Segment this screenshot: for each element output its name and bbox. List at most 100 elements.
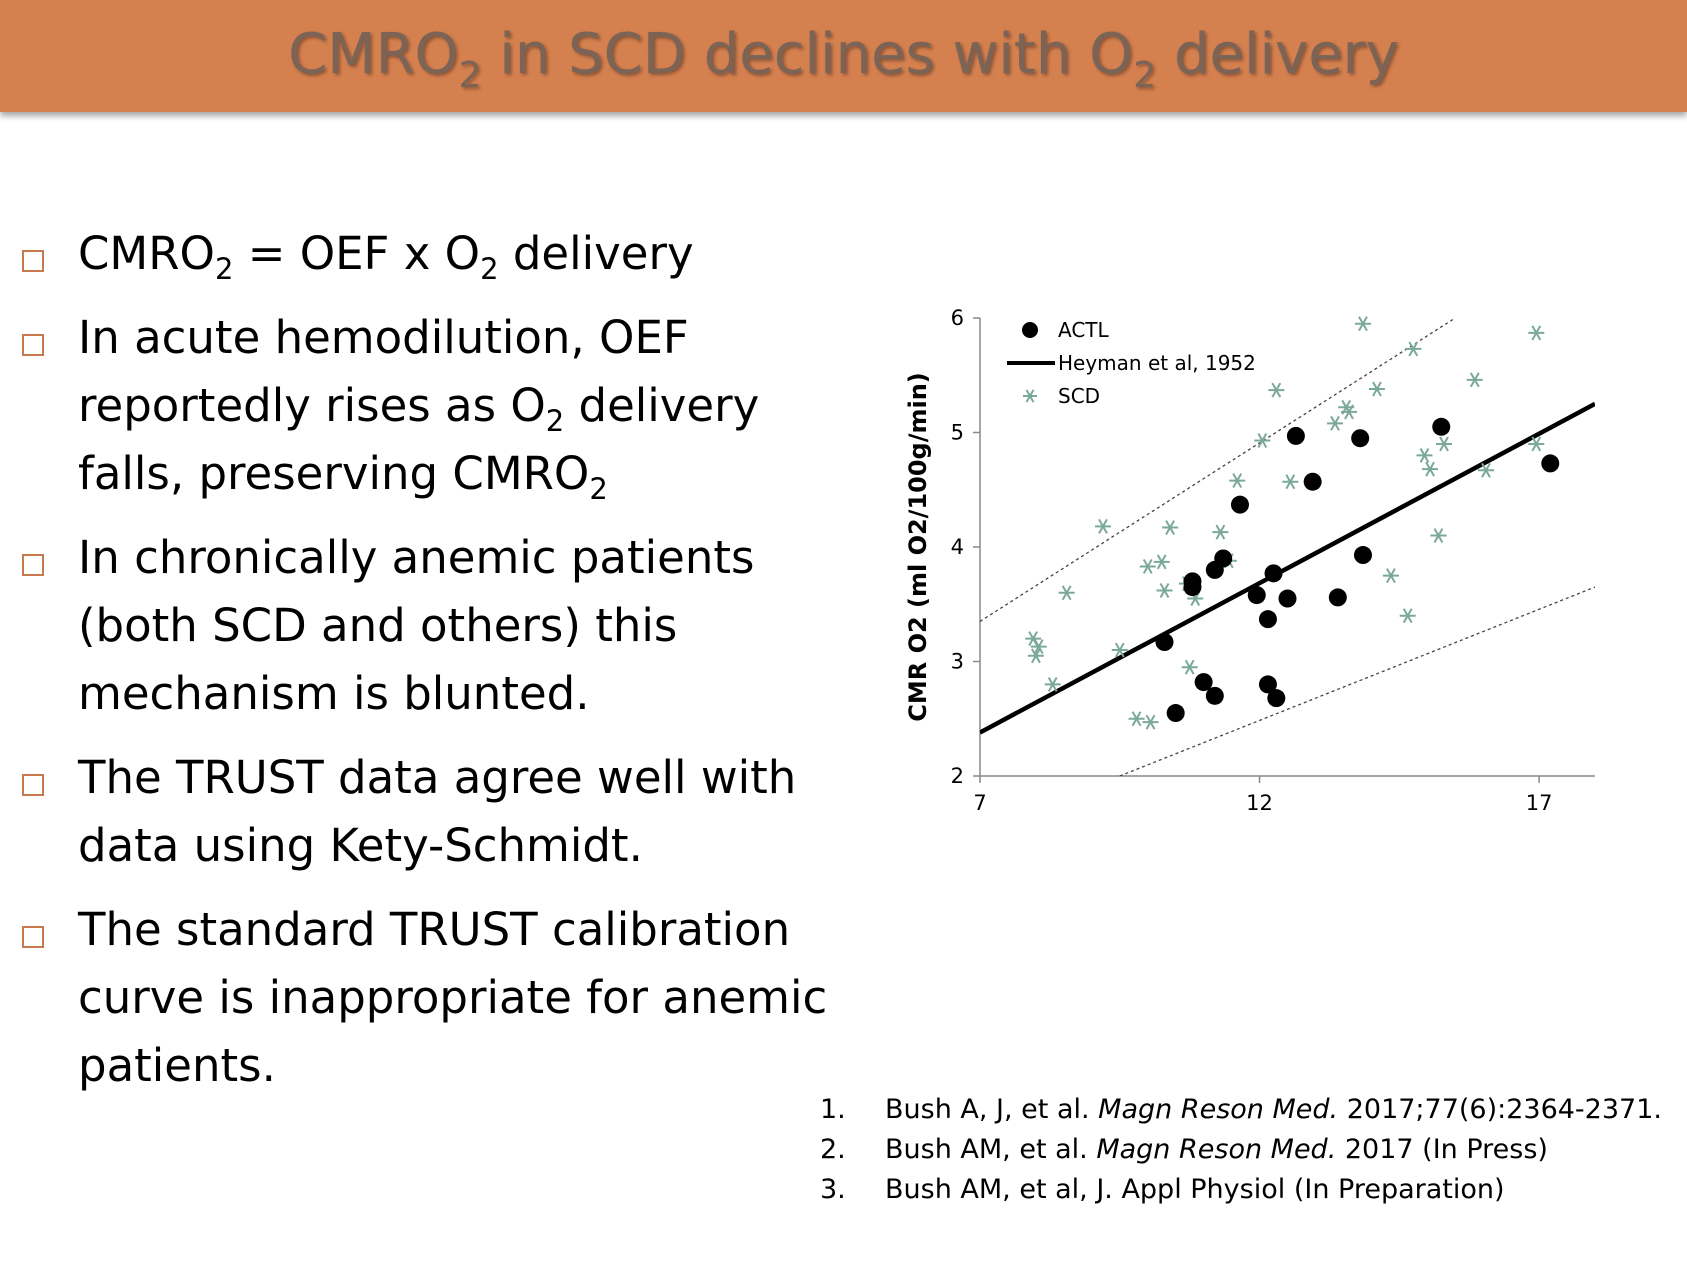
actl-point	[1303, 472, 1322, 491]
scd-point	[1422, 461, 1439, 477]
scd-point	[1212, 524, 1229, 540]
subscript-text: 2	[480, 252, 499, 286]
reference-authors: Bush AM, et al, J. Appl Physiol (In Prep…	[885, 1174, 1505, 1205]
x-tick-label: 7	[973, 791, 986, 815]
scd-point	[1436, 436, 1453, 452]
actl-point	[1351, 429, 1370, 448]
scd-point	[1477, 462, 1494, 478]
scd-point	[1399, 608, 1416, 624]
actl-point	[1155, 633, 1174, 652]
bullet-item: The standard TRUST calibration curve is …	[20, 896, 840, 1100]
bullet-text: = OEF x O	[233, 227, 481, 280]
actl-point	[1278, 589, 1297, 608]
y-tick-label: 4	[951, 535, 964, 559]
scd-point	[1466, 372, 1483, 388]
scd-point	[1044, 676, 1061, 692]
scd-point	[1341, 404, 1357, 420]
regression-line	[980, 401, 1595, 735]
actl-point	[1432, 417, 1451, 436]
bullet-list: CMRO2 = OEF x O2 delivery In acute hemodi…	[20, 220, 840, 1116]
actl-point	[1205, 686, 1224, 705]
y-tick-label: 3	[951, 650, 964, 674]
scd-point	[1027, 648, 1044, 664]
scd-point	[1229, 473, 1246, 489]
scd-point	[1254, 433, 1271, 448]
scd-point	[1181, 659, 1198, 675]
y-tick-label: 5	[951, 421, 964, 445]
scd-point	[1354, 316, 1371, 332]
bullet-text: The standard TRUST calibration curve is …	[78, 903, 828, 1092]
actl-point	[1264, 564, 1283, 583]
bullet-text: In chronically anemic patients (both SCD…	[78, 531, 755, 720]
actl-point	[1258, 610, 1277, 629]
bullet-text: The TRUST data agree well with data usin…	[78, 751, 797, 872]
actl-point	[1267, 689, 1286, 708]
scatter-chart: 2345671217Oxygen Delivery (ml O2/100g/mi…	[904, 306, 1595, 815]
bullet-item: CMRO2 = OEF x O2 delivery	[20, 220, 840, 288]
reference-details: 2017 (In Press)	[1336, 1134, 1548, 1165]
scd-point	[1327, 415, 1344, 431]
subscript-text: 2	[214, 252, 234, 286]
subscript-text: 2	[545, 404, 565, 438]
bullet-text: delivery falls, preserving CMRO	[78, 379, 760, 500]
scd-point	[1030, 639, 1047, 655]
prediction-bound-line	[1119, 586, 1595, 776]
reference-item: 3. Bush AM, et al, J. Appl Physiol (In Pr…	[820, 1170, 1662, 1210]
actl-point	[1194, 673, 1213, 692]
actl-point	[1247, 586, 1266, 605]
reference-journal: Magn Reson Med.	[1096, 1134, 1337, 1165]
actl-point	[1328, 588, 1347, 607]
scd-point	[1156, 583, 1173, 598]
scd-point	[1058, 585, 1075, 601]
scd-point	[1405, 341, 1422, 357]
x-tick-label: 12	[1246, 791, 1273, 815]
actl-point	[1166, 704, 1185, 723]
scd-point	[1368, 381, 1385, 397]
reference-number: 2.	[820, 1134, 846, 1165]
y-tick-label: 6	[951, 306, 964, 330]
square-bullet-icon	[22, 926, 44, 948]
reference-journal: Magn Reson Med.	[1098, 1094, 1339, 1125]
scd-point	[1128, 711, 1145, 727]
reference-list: 1. Bush A, J, et al. Magn Reson Med. 2017…	[820, 1090, 1662, 1210]
scd-point	[1111, 642, 1128, 658]
bullet-item: The TRUST data agree well with data usin…	[20, 744, 840, 880]
square-bullet-icon	[22, 334, 44, 356]
legend-actl-marker	[1022, 322, 1038, 338]
scd-point	[1430, 528, 1447, 544]
reference-authors: Bush AM, et al.	[885, 1134, 1097, 1165]
bullet-text: In acute hemodilution, OEF reportedly ri…	[78, 311, 689, 432]
actl-point	[1214, 549, 1233, 568]
subscript-text: 2	[589, 472, 608, 506]
scd-point	[1153, 554, 1170, 570]
bullet-text: CMRO	[78, 227, 215, 280]
scd-point	[1268, 382, 1285, 398]
y-axis-label: CMR O2 (ml O2/100g/min)	[904, 372, 932, 722]
actl-point	[1353, 546, 1372, 565]
legend-label: ACTL	[1058, 318, 1110, 342]
reference-number: 1.	[820, 1094, 846, 1125]
x-tick-label: 17	[1526, 791, 1553, 815]
legend-label: SCD	[1058, 384, 1100, 408]
square-bullet-icon	[22, 774, 44, 796]
reference-details: 2017;77(6):2364-2371.	[1338, 1094, 1662, 1125]
reference-item: 2. Bush AM, et al. Magn Reson Med. 2017 (…	[820, 1130, 1662, 1170]
square-bullet-icon	[22, 250, 44, 272]
reference-item: 1. Bush A, J, et al. Magn Reson Med. 2017…	[820, 1090, 1662, 1130]
scd-point	[1528, 436, 1545, 452]
scd-point	[1528, 325, 1545, 341]
bullet-item: In chronically anemic patients (both SCD…	[20, 524, 840, 728]
scd-point	[1025, 631, 1042, 647]
actl-point	[1258, 675, 1277, 694]
prediction-bound-line	[980, 317, 1456, 622]
bullet-text: delivery	[498, 227, 694, 280]
legend-label: Heyman et al, 1952	[1058, 351, 1256, 375]
scd-point	[1162, 520, 1179, 535]
legend-scd-marker	[1023, 389, 1037, 403]
reference-authors: Bush A, J, et al.	[885, 1094, 1099, 1125]
actl-point	[1183, 578, 1202, 597]
actl-point	[1286, 426, 1305, 445]
actl-point	[1541, 454, 1560, 473]
scd-point	[1142, 714, 1159, 730]
title-bar: CMRO2 in SCD declines with O2 delivery	[0, 0, 1687, 112]
